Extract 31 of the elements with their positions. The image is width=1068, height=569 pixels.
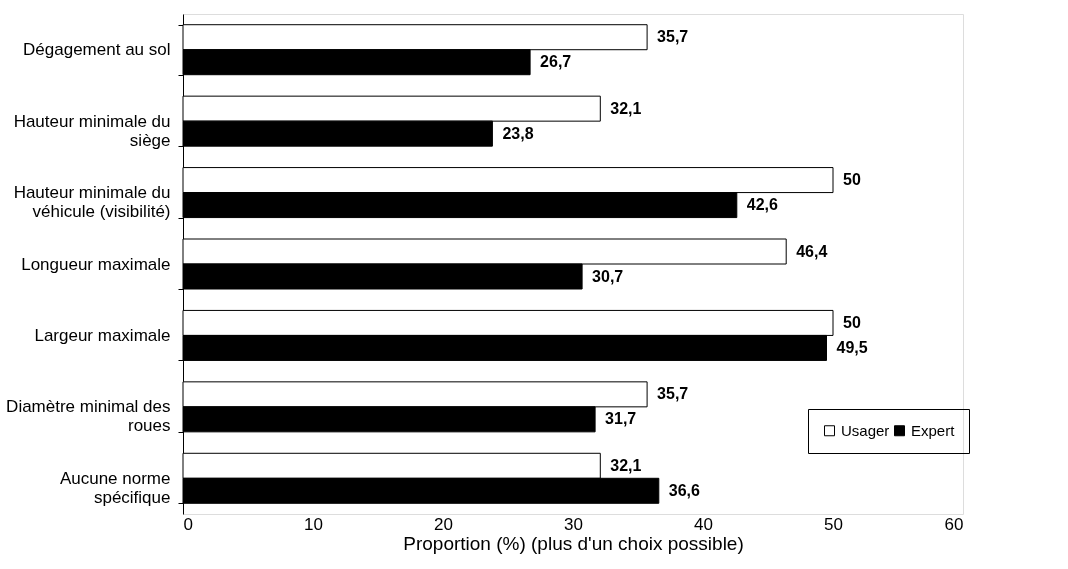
x-tick-label: 0 [183, 514, 193, 534]
data-label: 35,7 [657, 28, 689, 46]
legend-label: Expert [911, 421, 956, 439]
x-tick-label: 10 [304, 514, 323, 534]
data-label: 35,7 [657, 385, 689, 403]
data-label: 26,7 [540, 53, 572, 71]
y-tick-label: Hauteur minimale du véhicule (visibilité) [13, 183, 171, 222]
x-tick-label: 20 [434, 514, 453, 534]
x-tick-label: 30 [564, 514, 583, 534]
y-tick-label: Largeur maximale [34, 325, 171, 345]
x-tick-label: 50 [824, 514, 843, 534]
y-tick-label: Diamètre minimal des roues [6, 397, 171, 436]
x-tick-label: 40 [694, 514, 713, 534]
data-label: 31,7 [605, 410, 637, 428]
y-tick-label: Hauteur minimale du siège [13, 111, 171, 150]
data-label: 50 [843, 171, 861, 189]
data-label: 32,1 [610, 99, 642, 117]
y-tick-label: Aucune norme spécifique [59, 468, 171, 507]
x-axis-title: Proportion (%) (plus d'un choix possible) [403, 532, 744, 554]
y-tick-label: Dégagement au sol [23, 40, 171, 60]
data-label: 36,6 [668, 481, 701, 499]
data-label: 46,4 [796, 242, 828, 260]
data-label: 32,1 [610, 456, 642, 474]
data-label: 49,5 [836, 338, 868, 356]
y-tick-label: Longueur maximale [21, 254, 171, 274]
data-label: 30,7 [592, 267, 624, 285]
data-label: 50 [843, 313, 861, 331]
data-label: 23,8 [502, 124, 534, 142]
data-label: 42,6 [746, 196, 779, 214]
x-tick-label: 60 [944, 514, 964, 534]
legend-label: Usager [841, 421, 890, 439]
